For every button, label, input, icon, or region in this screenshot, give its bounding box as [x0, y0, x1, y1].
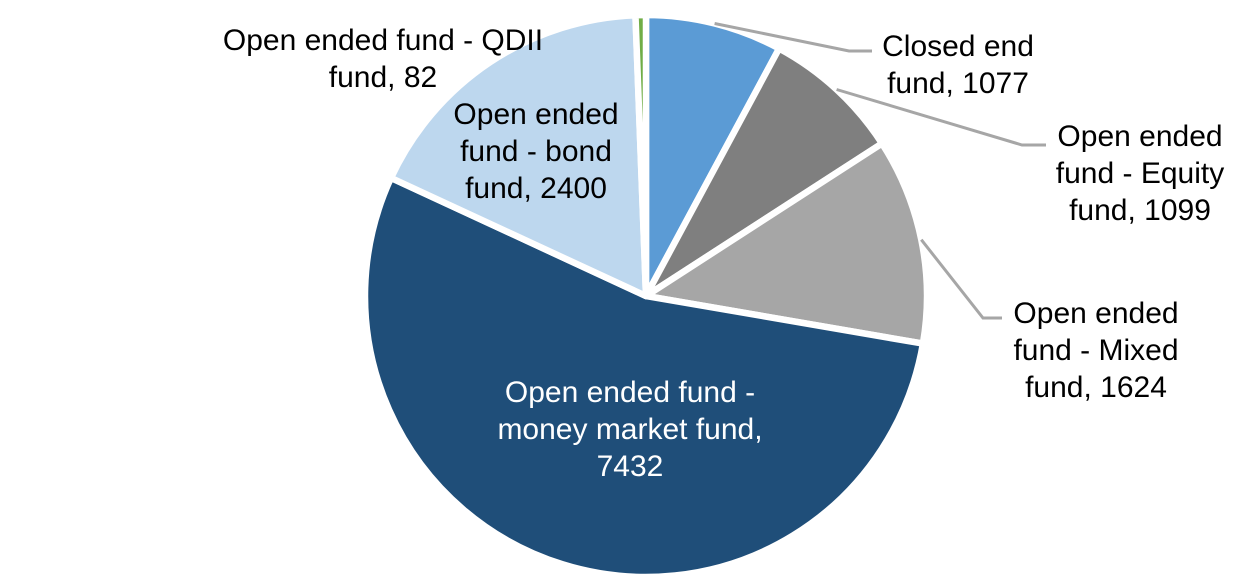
pie-slice-open-ended-fund-bond-fund[interactable]	[387, 11, 650, 300]
slice-label-open-ended-fund-equity-fund: Open ended fund - Equity fund, 1099	[1055, 120, 1225, 227]
pie-slice-open-ended-fund-qdii-fund[interactable]	[632, 11, 650, 300]
pie-slice-open-ended-fund-money-market-fund[interactable]	[361, 174, 927, 581]
leader-line-closed-end-fund	[714, 22, 872, 53]
pie-slice-open-ended-fund-equity-fund[interactable]	[642, 45, 886, 300]
slice-label-open-ended-fund-money-market-fund: Open ended fund - money market fund, 743…	[497, 376, 763, 483]
leader-line-open-ended-fund-equity-fund	[836, 88, 1046, 147]
slice-label-open-ended-fund-qdii-fund: Open ended fund - QDII fund, 82	[222, 24, 544, 94]
pie-slice-open-ended-fund-mixed-fund[interactable]	[642, 140, 931, 347]
slice-label-open-ended-fund-mixed-fund: Open ended fund - Mixed fund, 1624	[1013, 297, 1179, 404]
slice-label-closed-end-fund: Closed end fund, 1077	[882, 30, 1034, 100]
leader-line-open-ended-fund-mixed-fund	[920, 238, 1002, 320]
slice-label-open-ended-fund-bond-fund: Open ended fund - bond fund, 2400	[453, 98, 619, 205]
